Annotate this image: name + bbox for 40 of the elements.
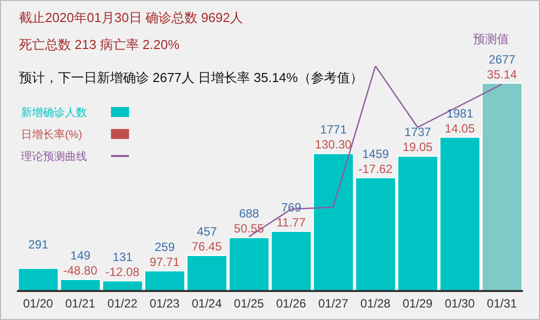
x-tick-label: 01/28 [360,296,391,311]
legend-label: 日增长率(%) [21,128,84,142]
data-label: 2677 [488,52,516,66]
text: 预测值 [472,31,510,48]
x-tick-label: 01/30 [444,296,476,311]
annotation: 35.14 [486,67,518,82]
data-label: 131 [112,250,133,264]
annotation: -17.62 [358,162,393,176]
annotation: 14.05 [444,121,476,136]
data-label: 1771 [320,122,348,137]
x-tick-label: 01/23 [150,296,180,311]
data-label: 457 [196,224,218,239]
annotation: 76.45 [192,240,222,254]
data-label: 688 [239,206,260,221]
annotation: -48.80 [63,263,98,278]
data-label: 259 [154,240,176,254]
x-tick-label: 01/27 [318,296,349,311]
x-tick-label: 01/25 [234,296,264,311]
x-tick-label: 01/22 [107,296,138,311]
x-tick-label: 01/20 [23,296,54,311]
annotation: 11.77 [276,215,306,230]
data-label: 291 [28,237,49,252]
chart-title: 截止2020年01月30日 确诊总数 9692人 [19,9,243,27]
legend-label: 新增确诊人数 [21,106,88,120]
annotation: 97.71 [150,254,180,269]
annotation: -12.08 [105,264,140,279]
x-tick-label: 01/24 [192,296,222,311]
legend-label: 理论预测曲线 [21,150,88,164]
data-label: 1737 [404,125,432,140]
x-tick-label: 01/29 [402,296,433,311]
x-tick-label: 01/31 [486,296,518,311]
data-label: 149 [70,248,91,262]
annotation: 130.30 [314,138,352,152]
x-tick-label: 01/26 [276,296,306,311]
annotation: 19.05 [402,140,433,154]
x-tick-label: 01/21 [65,296,96,311]
data-label: 1981 [446,106,474,120]
annotation: 预计，下一日新增确诊 2677人 日增长率 35.14%（参考值） [19,69,363,87]
data-label: 1459 [362,146,390,161]
chart-subtitle: 死亡总数 213 病亡率 2.20% [19,36,180,54]
